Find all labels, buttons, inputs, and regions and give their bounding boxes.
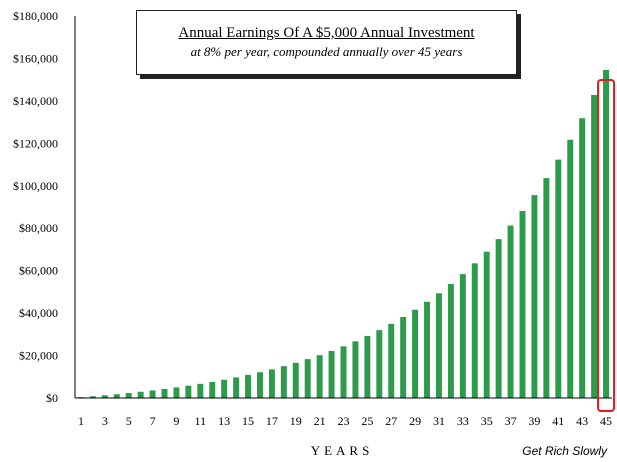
x-tick-label: 15 [242,414,254,428]
x-tick-label: 39 [528,414,540,428]
bar-year-20 [304,359,311,398]
bar-year-31 [435,293,442,398]
bar-year-14 [233,377,240,398]
bar-year-43 [579,118,586,399]
bar-year-34 [471,263,478,398]
bar-year-6 [137,391,144,398]
y-tick-label: $140,000 [13,94,58,108]
chart-title: Annual Earnings Of A $5,000 Annual Inves… [178,25,475,41]
bar-year-37 [507,225,514,398]
y-tick-label: $120,000 [13,136,58,150]
bar-year-3 [101,395,108,398]
y-tick-label: $60,000 [19,264,58,278]
x-axis-labels: 1 3 5 7 9 11 13 15 17 19 21 23 25 27 29 31 33 35 37 39 41 43 4… [78,414,612,428]
bar-year-2 [89,396,96,398]
x-tick-label: 17 [266,414,278,428]
bar-year-44 [591,94,598,399]
bar-year-39 [531,195,538,398]
bar-year-45 [603,69,610,398]
bar-year-13 [221,379,228,398]
x-tick-label: 3 [102,414,108,428]
bar-year-17 [268,369,275,398]
y-tick-label: $160,000 [13,51,58,65]
bar-year-30 [424,301,431,398]
bar-year-11 [197,383,204,398]
bar-year-16 [256,372,263,398]
chart-subtitle: at 8% per year, compounded annually over… [190,44,463,59]
x-tick-label: 41 [552,414,564,428]
bar-year-29 [412,309,419,398]
x-tick-label: 19 [290,414,302,428]
bar-year-25 [364,335,371,398]
x-tick-label: 45 [600,414,612,428]
bar-year-10 [185,385,192,398]
bar-year-42 [567,139,574,398]
x-tick-label: 31 [433,414,445,428]
bar-year-7 [149,390,156,398]
x-tick-label: 11 [195,414,207,428]
bar-year-15 [245,374,252,398]
bar-year-24 [352,341,359,398]
y-tick-label: $0 [46,391,58,405]
x-tick-label: 33 [457,414,469,428]
x-tick-label: 7 [150,414,156,428]
y-tick-label: $80,000 [19,221,58,235]
bar-year-27 [388,323,395,398]
highlight-box [597,79,616,412]
bar-year-8 [161,388,168,398]
bar-year-19 [292,362,299,398]
x-tick-label: 29 [409,414,421,428]
y-tick-label: $180,000 [13,9,58,23]
x-tick-label: 1 [78,414,84,428]
x-tick-label: 9 [173,414,179,428]
x-axis-title: YEARS [311,443,374,458]
bar-year-28 [400,317,407,398]
x-tick-label: 27 [385,414,397,428]
bar-year-41 [555,159,562,398]
bar-year-23 [340,346,347,398]
x-tick-label: 21 [314,414,326,428]
bar-year-5 [125,393,132,398]
x-tick-label: 25 [361,414,373,428]
bar-year-33 [459,274,466,398]
bar-year-40 [543,178,550,398]
bar-year-35 [483,251,490,398]
x-tick-label: 43 [576,414,588,428]
bar-year-36 [495,239,502,398]
x-tick-label: 13 [218,414,230,428]
y-axis-labels: $0 $20,000 $40,000 $60,000 $80,000 $100,000 $1… [13,9,58,405]
x-tick-label: 5 [126,414,132,428]
bar-year-32 [447,284,454,398]
bar-year-4 [113,394,120,398]
chart-title-box: Annual Earnings Of A $5,000 Annual Inves… [136,10,517,75]
brand-label: Get Rich Slowly [522,444,608,458]
bar-year-18 [280,366,287,398]
bar-year-9 [173,387,180,398]
bar-year-26 [376,330,383,398]
bars [77,69,610,399]
y-tick-label: $100,000 [13,179,58,193]
bar-year-21 [316,355,323,398]
x-tick-label: 35 [481,414,493,428]
y-tick-label: $40,000 [19,306,58,320]
x-tick-label: 37 [505,414,517,428]
y-tick-label: $20,000 [19,349,58,363]
x-tick-label: 23 [338,414,350,428]
bar-year-22 [328,350,335,398]
bar-year-38 [519,210,526,398]
bar-year-12 [209,381,216,398]
